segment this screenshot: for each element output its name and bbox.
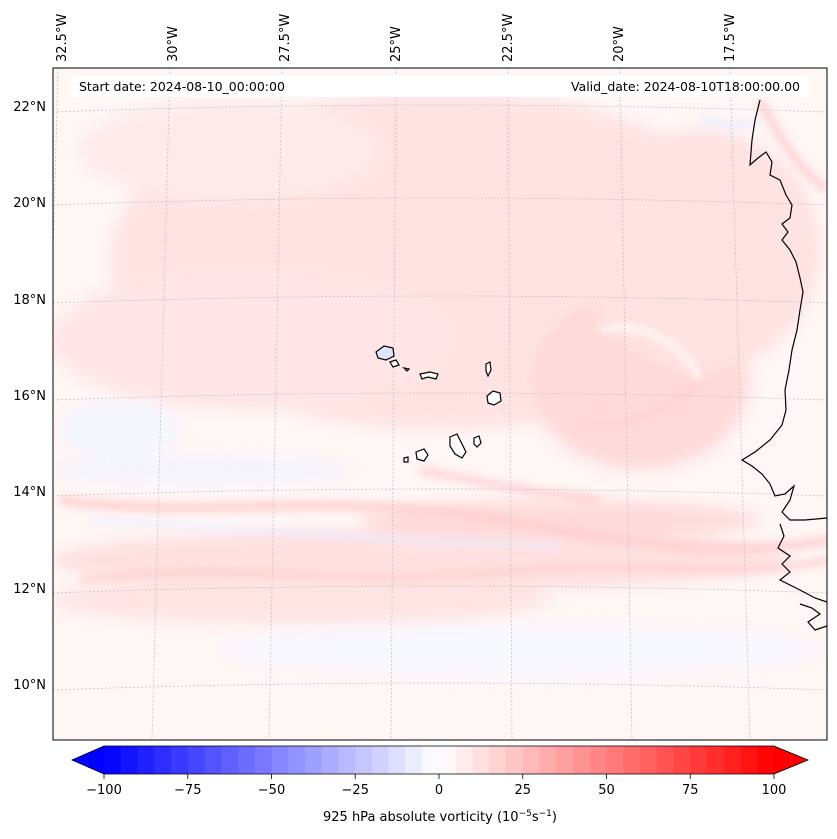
island-santiago xyxy=(449,433,467,459)
lat-tick-label: 18°N xyxy=(13,293,46,308)
colorbar-bin xyxy=(288,746,306,774)
colorbar-bin xyxy=(489,746,507,774)
colorbar-bin xyxy=(623,746,641,774)
colorbar-bin xyxy=(606,746,624,774)
date-header-box xyxy=(71,76,809,97)
colorbar-bin xyxy=(204,746,222,774)
colorbar-bin xyxy=(506,746,524,774)
colorbar-bin xyxy=(573,746,591,774)
island-maio xyxy=(473,435,482,448)
colorbar-bin xyxy=(388,746,406,774)
colorbar-bin xyxy=(305,746,323,774)
lat-tick-label: 12°N xyxy=(13,582,46,597)
colorbar-bin xyxy=(271,746,289,774)
colorbar-tick-labels: −100 −75 −50 −25 0 25 50 75 100 xyxy=(86,783,786,798)
colorbar-bin xyxy=(355,746,373,774)
start-date-label: Start date: 2024-08-10_00:00:00 xyxy=(79,79,285,94)
colorbar-bin xyxy=(589,746,607,774)
lat-tick-label: 22°N xyxy=(13,100,46,115)
colorbar-bin xyxy=(171,746,189,774)
lon-tick-label: 32.5°W xyxy=(55,14,70,62)
colorbar-bin xyxy=(673,746,691,774)
colorbar-bin xyxy=(120,746,138,774)
colorbar-bin xyxy=(740,746,758,774)
lon-tick-label: 17.5°W xyxy=(723,14,738,62)
colorbar-tick-label: 100 xyxy=(762,783,787,798)
colorbar-bin xyxy=(455,746,473,774)
colorbar-bin xyxy=(640,746,658,774)
colorbar-bin xyxy=(522,746,540,774)
colorbar-tick-label: 75 xyxy=(682,783,699,798)
colorbar-extend-low xyxy=(72,746,104,774)
colorbar-bin xyxy=(422,746,440,774)
colorbar-tick-label: 0 xyxy=(435,783,443,798)
island-brava xyxy=(403,456,409,463)
colorbar-bin xyxy=(372,746,390,774)
lat-tick-label: 20°N xyxy=(13,196,46,211)
lat-tick-label: 16°N xyxy=(13,389,46,404)
colorbar-bin xyxy=(238,746,256,774)
colorbar-bin xyxy=(338,746,356,774)
colorbar-tick-label: 25 xyxy=(514,783,531,798)
colorbar-bin xyxy=(405,746,423,774)
valid-date-label: Valid_date: 2024-08-10T18:00:00.00 xyxy=(571,79,800,94)
coastline-west-africa xyxy=(740,99,827,631)
longitude-tick-labels: 32.5°W 30°W 27.5°W 25°W 22.5°W 20°W 17.5… xyxy=(55,14,738,62)
colorbar-bin xyxy=(723,746,741,774)
lon-tick-label: 30°W xyxy=(166,26,181,62)
colorbar-tick-label: 50 xyxy=(598,783,615,798)
colorbar-bin xyxy=(472,746,490,774)
colorbar-bin xyxy=(104,746,122,774)
colorbar-tick-label: −50 xyxy=(258,783,285,798)
colorbar-bin xyxy=(556,746,574,774)
map-gridlines xyxy=(53,68,827,740)
island-sal xyxy=(485,361,492,378)
colorbar-tick-label: −75 xyxy=(174,783,201,798)
colorbar-bin xyxy=(707,746,725,774)
island-santa-luzia xyxy=(402,367,411,372)
colorbar-ticks xyxy=(103,774,775,779)
colorbar-bins xyxy=(104,746,775,774)
colorbar-bin xyxy=(690,746,708,774)
colorbar-bin xyxy=(439,746,457,774)
island-santo-antao xyxy=(375,345,395,361)
cape-verde-islands xyxy=(375,345,502,463)
colorbar-label: 925 hPa absolute vorticity (10−5s−1) xyxy=(323,809,557,825)
island-boa-vista xyxy=(486,390,502,406)
colorbar-extend-high xyxy=(774,746,808,774)
lat-tick-label: 10°N xyxy=(13,678,46,693)
lon-tick-label: 22.5°W xyxy=(501,14,516,62)
lon-tick-label: 25°W xyxy=(389,26,404,62)
vorticity-field xyxy=(53,68,827,740)
colorbar-bin xyxy=(656,746,674,774)
colorbar-bin xyxy=(221,746,239,774)
colorbar-bin xyxy=(154,746,172,774)
lon-tick-label: 27.5°W xyxy=(278,14,293,62)
colorbar-tick-label: −100 xyxy=(86,783,122,798)
colorbar-bin xyxy=(137,746,155,774)
colorbar-bin xyxy=(757,746,775,774)
lat-tick-label: 14°N xyxy=(13,485,46,500)
colorbar-bin xyxy=(321,746,339,774)
colorbar-bin xyxy=(187,746,205,774)
colorbar: −100 −75 −50 −25 0 25 50 75 100 925 hPa … xyxy=(71,745,810,825)
island-sao-nicolau xyxy=(419,371,439,380)
lon-tick-label: 20°W xyxy=(612,26,627,62)
colorbar-bin xyxy=(254,746,272,774)
map-frame xyxy=(52,67,828,741)
island-fogo xyxy=(415,448,429,462)
colorbar-tick-label: −25 xyxy=(342,783,369,798)
colorbar-bin xyxy=(539,746,557,774)
latitude-tick-labels: 22°N 20°N 18°N 16°N 14°N 12°N 10°N xyxy=(13,100,46,693)
island-sao-vicente xyxy=(389,359,400,368)
